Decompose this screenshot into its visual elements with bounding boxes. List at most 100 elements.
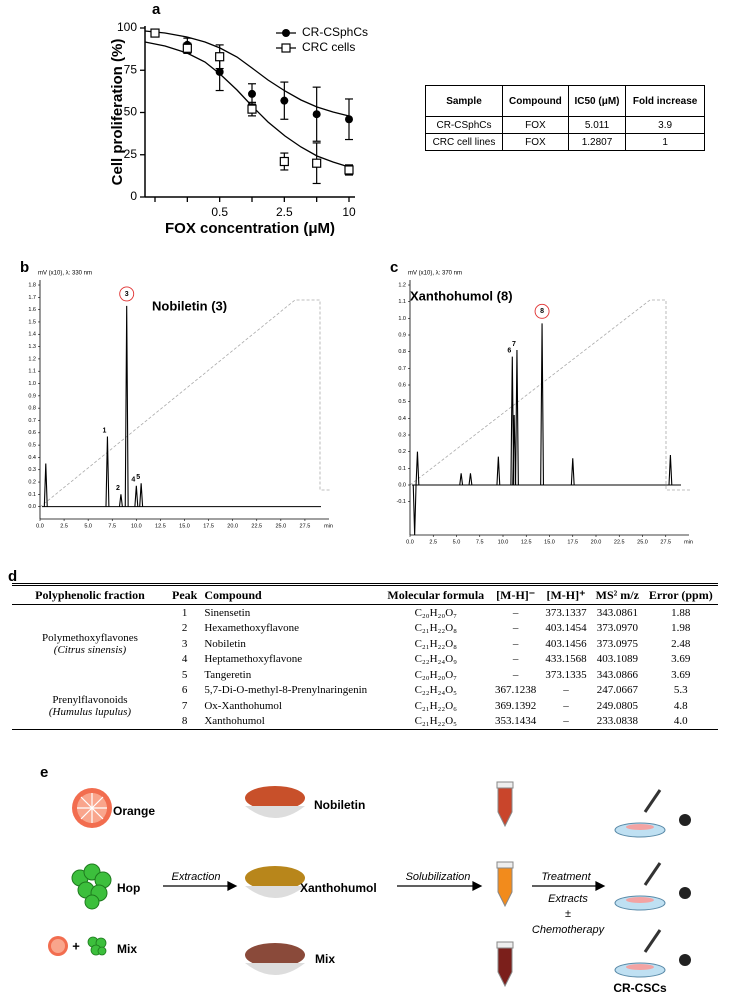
table-row: 5 Tangeretin C₂₀H₂₀O₇ – 373.1335 343.0866 3.69 (12, 667, 718, 683)
y-tick-label: 1.5 (28, 319, 36, 325)
x-tick-label: 17.5 (203, 523, 214, 529)
column-header: [M-H]⁺ (540, 584, 592, 605)
table-cell: C₂₁H₂₂O₅ (414, 715, 457, 728)
table-row: CR-CSphCs FOX 5.011 3.9 (425, 116, 705, 134)
y-axis-title: mV (x10), λ: 370 nm (408, 271, 462, 277)
arrows (163, 881, 606, 891)
fraction-cell: Polymethoxyflavones (Citrus sinensis) (12, 605, 168, 683)
x-tick-label: 20.0 (591, 539, 602, 545)
table-cell: 249.0805 (596, 699, 638, 712)
table-cell: 6 (181, 684, 188, 697)
x-tick-label: 27.5 (660, 539, 671, 545)
panel-label: a (152, 1, 161, 18)
table-cell: 353.1434 (495, 715, 537, 728)
fraction-name: Prenylflavonoids (52, 693, 128, 706)
table-cell: 1.88 (671, 606, 691, 619)
step-label: Extraction (172, 871, 221, 883)
y-axis-title: mV (x10), λ: 330 nm (38, 271, 92, 277)
peak (118, 494, 123, 507)
y-tick-label: 0.7 (28, 418, 36, 424)
peak-highlight (119, 286, 135, 302)
y-tick-label: 0.5 (28, 443, 36, 449)
compounds-table: Polyphenolic fraction Peak Compound Molecul… (12, 583, 718, 730)
peak-label: 4 (131, 477, 135, 484)
target-label: CR-CSCs (613, 981, 667, 995)
column-header: Polyphenolic fraction (12, 584, 168, 605)
table-cell: – (512, 637, 519, 650)
peak (459, 473, 464, 486)
peak (515, 349, 519, 486)
fraction-name: Polymethoxyflavones (42, 631, 138, 644)
x-tick-label: 12.5 (521, 539, 532, 545)
data-point (150, 28, 160, 38)
y-tick-label: 0.3 (398, 432, 406, 438)
x-tick-label: 20.0 (227, 523, 238, 529)
table-cell: C₂₂H₂₄O₉ (414, 653, 457, 666)
y-tick-label: 0.6 (28, 430, 36, 436)
table-row: 3 Nobiletin C₂₁H₂₂O₈ – 403.1456 373.0975 2.48 (12, 636, 718, 652)
table-cell: 343.0861 (596, 606, 638, 619)
legend-label: CR-CSphCs (302, 25, 368, 39)
table-cell: C₂₂H₂₄O₅ (414, 684, 457, 697)
peak (412, 484, 417, 536)
table-cell: – (563, 715, 569, 728)
x-tick-label: 5.0 (453, 539, 461, 545)
mix-icons (48, 936, 107, 956)
header-row: Polyphenolic fraction Peak Compound Molecul… (12, 584, 718, 605)
powder-bowls (245, 786, 305, 975)
y-tick-label: 0.6 (398, 382, 406, 388)
table-cell: 4.0 (673, 715, 688, 728)
table-cell: Nobiletin (204, 637, 246, 650)
table-cell: 8 (181, 715, 188, 728)
compound-title: Nobiletin (3) (152, 298, 227, 313)
x-axis-title: min (684, 539, 693, 545)
table-cell: 403.1089 (596, 653, 638, 666)
x-tick-label: 10.0 (498, 539, 509, 545)
fraction-species: (Humulus lupulus) (48, 705, 132, 718)
y-tick-label: 0.1 (28, 492, 36, 498)
x-tick-label: 0.0 (406, 539, 414, 545)
table-cell: 369.1392 (495, 699, 537, 712)
table-cell: 5,7-Di-O-methyl-8-Prenylnaringenin (204, 684, 368, 697)
extract-label: Xanthohumol (300, 881, 377, 895)
column-header: IC50 (μM) (567, 85, 627, 117)
table-cell: Heptamethoxyflavone (204, 653, 303, 666)
y-tick-label: 0.3 (28, 467, 36, 473)
table-cell: – (512, 606, 519, 619)
table-cell: 343.0866 (596, 668, 638, 681)
data-point (279, 156, 289, 167)
step-label: Solubilization (406, 871, 471, 883)
panel-label: b (20, 259, 29, 276)
table-cell: 7 (181, 699, 188, 712)
table-cell: 433.1568 (545, 653, 587, 666)
x-tick-label: 2.5 (429, 539, 437, 545)
extract-label: Nobiletin (314, 798, 365, 812)
table-cell: Sinensetin (204, 606, 251, 619)
peak (512, 414, 517, 486)
compound-title: Xanthohumol (8) (410, 288, 513, 303)
table-cell: 3 (181, 637, 188, 650)
y-tick-label: 1.0 (28, 381, 36, 387)
table-cell: C₂₁H₂₂O₈ (414, 637, 457, 650)
gradient-line (39, 299, 330, 508)
source-label: Hop (117, 881, 140, 895)
peak (105, 436, 110, 507)
table-cell: 1.2807 (567, 133, 627, 151)
y-tick-label: 1.8 (28, 282, 36, 288)
y-tick-label: 1.2 (28, 356, 36, 362)
fraction-species: (Citrus sinensis) (53, 643, 127, 656)
y-tick-label: 1.7 (28, 295, 36, 301)
legend-marker (282, 29, 290, 37)
y-tick-label: 0.4 (398, 416, 406, 422)
legend-label: CRC cells (302, 40, 355, 54)
table-cell: 233.0838 (596, 715, 638, 728)
legend-marker (281, 43, 291, 53)
column-header: Compound (501, 85, 569, 117)
table-cell: Ox-Xanthohumol (204, 699, 282, 712)
data-point (215, 67, 224, 76)
panel-label: e (40, 764, 48, 781)
y-tick-label: 1.4 (28, 332, 36, 338)
peak (570, 458, 575, 486)
peak-label: 1 (102, 427, 106, 434)
data-point (280, 96, 289, 105)
